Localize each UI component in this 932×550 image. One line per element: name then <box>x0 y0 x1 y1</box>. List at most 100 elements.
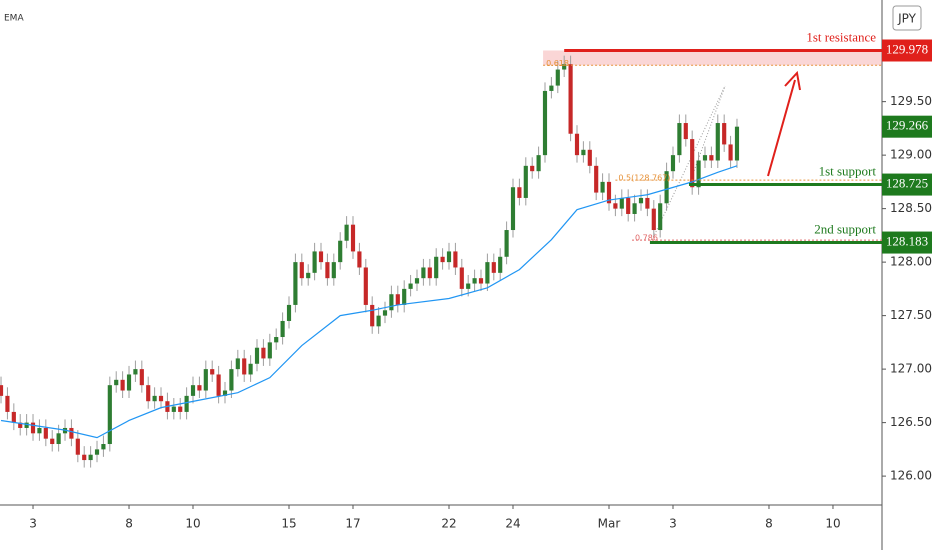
candle-body <box>94 449 100 455</box>
candle-body <box>126 374 132 391</box>
candle-body <box>178 406 183 412</box>
arrow <box>767 79 796 177</box>
candle-body <box>485 262 490 284</box>
candle-body <box>574 133 580 156</box>
level-name: 1st resistance <box>806 29 876 44</box>
candle-body <box>613 203 618 209</box>
candle-body <box>267 342 272 359</box>
price-tag-label: 128.725 <box>886 176 928 191</box>
fib-label: 0.5(128.767) <box>618 174 670 183</box>
candle-body <box>43 427 48 439</box>
candle-body <box>690 139 695 188</box>
candle-body <box>715 123 720 161</box>
x-tick-label: 10 <box>825 517 840 531</box>
candle-body <box>402 288 407 305</box>
candle-body <box>587 149 592 166</box>
candle-body <box>504 230 509 257</box>
x-tick-label: 17 <box>345 517 360 531</box>
candle-body <box>434 256 439 279</box>
candle-body <box>536 155 541 172</box>
candle-body <box>344 224 349 241</box>
y-tick-label: 128.500 <box>890 201 932 215</box>
x-tick-label: 3 <box>29 517 37 531</box>
y-tick-label: 129.500 <box>890 94 932 108</box>
candle-body <box>395 294 400 305</box>
candle-body <box>274 337 279 343</box>
fib-label: 0.618 <box>546 59 569 68</box>
candle-body <box>453 251 458 268</box>
candle-body <box>203 369 208 391</box>
candle-body <box>293 262 298 305</box>
x-tick-label: 8 <box>125 517 133 531</box>
candle-body <box>357 251 362 268</box>
candle-body <box>427 267 432 279</box>
candle-body <box>600 181 605 193</box>
candle-body <box>728 144 733 161</box>
candle-body <box>101 444 106 450</box>
candle-body <box>677 123 682 156</box>
level-name: 1st support <box>819 164 877 179</box>
candle-body <box>0 385 4 396</box>
candle-body <box>632 203 637 214</box>
candle-body <box>549 85 554 91</box>
candle-body <box>338 240 343 263</box>
candle-body <box>197 385 202 391</box>
candle-body <box>312 251 317 273</box>
candle-body <box>478 278 484 284</box>
candle-body <box>645 197 650 209</box>
candle-body <box>325 262 330 279</box>
candle-body <box>331 262 336 279</box>
candle-body <box>139 369 144 386</box>
candle-body <box>370 304 375 327</box>
candle-body <box>414 278 420 284</box>
candle-body <box>626 197 631 214</box>
candle-body <box>37 427 42 434</box>
candle-body <box>235 358 240 370</box>
ema-line <box>0 165 738 439</box>
candle-body <box>517 187 522 198</box>
price-tag <box>882 173 932 196</box>
candle-body <box>562 64 567 70</box>
x-tick-label: 8 <box>765 517 773 531</box>
price-tag-label: 128.183 <box>886 234 928 249</box>
candle-body <box>280 320 285 338</box>
candle-body <box>286 304 292 321</box>
candle-body <box>722 123 727 145</box>
candle-body <box>171 406 176 412</box>
candle-body <box>11 411 16 423</box>
candle-body <box>229 369 234 391</box>
candle-body <box>530 165 535 172</box>
y-tick-label: 129.000 <box>890 148 932 162</box>
candle-body <box>107 385 112 445</box>
candle-body <box>152 395 157 402</box>
candle-body <box>446 251 452 263</box>
candle-body <box>318 251 324 263</box>
candle-body <box>242 358 247 375</box>
candle-body <box>190 385 196 396</box>
candle-body <box>261 347 266 359</box>
candle-body <box>734 126 740 161</box>
level-name: 2nd support <box>814 222 876 237</box>
currency[interactable]: JPY <box>897 12 917 26</box>
candle-body <box>376 315 381 327</box>
fib-label: 0.786 <box>635 234 658 243</box>
candle-body <box>683 123 688 140</box>
candle-body <box>146 385 151 402</box>
candle-body <box>75 438 80 455</box>
arrow-head <box>784 70 801 91</box>
candle-body <box>382 310 388 316</box>
candle-body <box>581 149 586 156</box>
projection-line <box>689 85 726 183</box>
candle-body <box>254 347 260 364</box>
candle-body <box>619 197 624 209</box>
candle-body <box>5 395 10 412</box>
candle-body <box>606 181 612 204</box>
candle-body <box>82 454 87 461</box>
currency-box[interactable] <box>892 5 922 31</box>
candle-body <box>50 438 55 445</box>
candle-body <box>696 160 701 188</box>
candle-body <box>350 224 356 252</box>
